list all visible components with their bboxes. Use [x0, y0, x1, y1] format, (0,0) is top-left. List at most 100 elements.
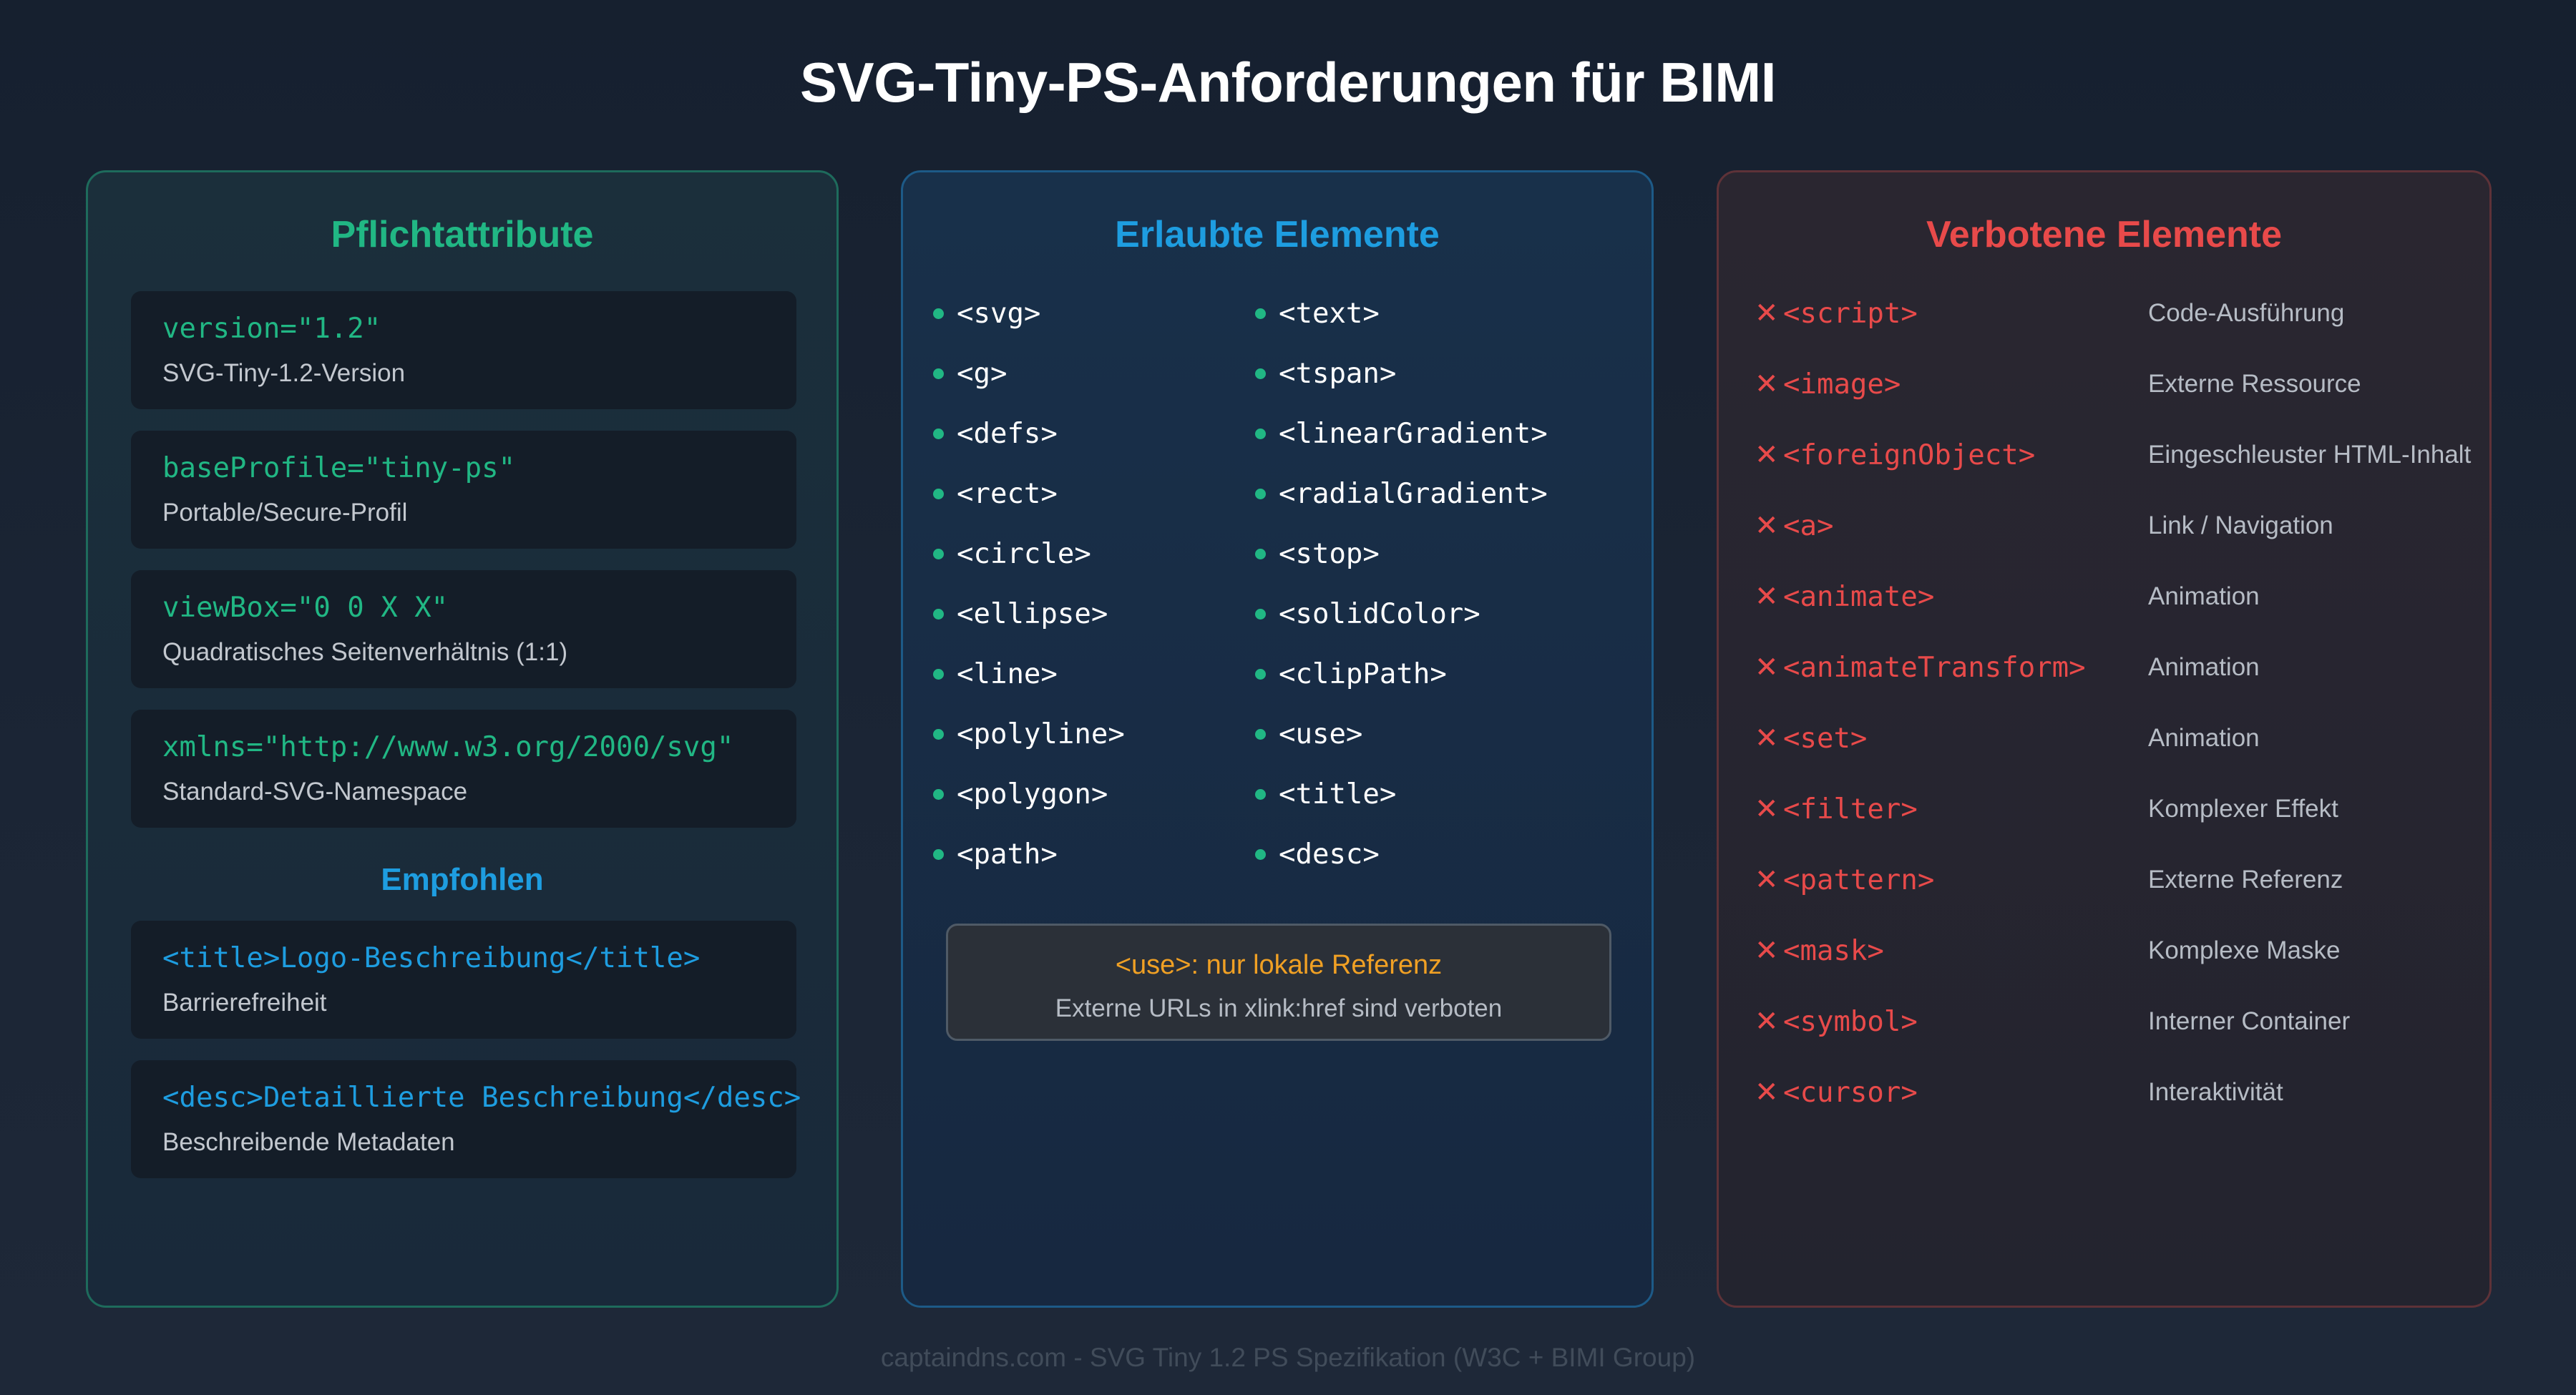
allowed-element: <polygon> [933, 773, 1108, 816]
forbidden-reason: Eingeschleuster HTML-Inhalt [2148, 441, 2472, 469]
element-name: <ellipse> [957, 597, 1108, 630]
forbidden-element-row: ✕ <filter> Komplexer Effekt [1755, 788, 2499, 831]
cross-icon: ✕ [1755, 1005, 1779, 1038]
cross-icon: ✕ [1755, 439, 1779, 471]
bullet-dot-icon [933, 848, 944, 860]
allowed-element: <line> [933, 652, 1058, 695]
required-attribute-card: version="1.2" SVG-Tiny-1.2-Version [131, 291, 796, 409]
attribute-description: SVG-Tiny-1.2-Version [162, 359, 406, 387]
bullet-dot-icon [1255, 848, 1266, 860]
element-name: <linearGradient> [1279, 417, 1548, 450]
forbidden-element-name: <a> [1783, 509, 1834, 542]
bullet-dot-icon [933, 368, 944, 379]
element-name: <text> [1279, 297, 1380, 330]
forbidden-reason: Animation [2148, 724, 2260, 752]
forbidden-element-row: ✕ <animate> Animation [1755, 575, 2499, 618]
cross-icon: ✕ [1755, 580, 1779, 613]
allowed-element: <polyline> [933, 713, 1125, 755]
element-description: Beschreibende Metadaten [162, 1128, 455, 1156]
bullet-dot-icon [933, 488, 944, 499]
allowed-element: <tspan> [1255, 352, 1396, 395]
forbidden-element-name: <symbol> [1783, 1005, 1918, 1038]
forbidden-element-name: <set> [1783, 722, 1868, 755]
attribute-code: version="1.2" [162, 313, 381, 345]
element-name: <solidColor> [1279, 597, 1480, 630]
allowed-element: <desc> [1255, 833, 1380, 876]
forbidden-element-name: <filter> [1783, 793, 1918, 826]
cross-icon: ✕ [1755, 863, 1779, 896]
note-title: <use>: nur lokale Referenz [1115, 950, 1443, 980]
bullet-dot-icon [933, 728, 944, 740]
recommended-element-card: <title>Logo-Beschreibung</title> Barrier… [131, 921, 796, 1039]
allowed-element: <clipPath> [1255, 652, 1447, 695]
forbidden-element-row: ✕ <symbol> Interner Container [1755, 1000, 2499, 1043]
element-description: Barrierefreiheit [162, 989, 327, 1017]
attribute-description: Portable/Secure-Profil [162, 499, 408, 527]
element-name: <clipPath> [1279, 657, 1447, 690]
element-name: <desc> [1279, 838, 1380, 871]
cross-icon: ✕ [1755, 793, 1779, 826]
bullet-dot-icon [933, 668, 944, 680]
forbidden-reason: Externe Referenz [2148, 866, 2343, 894]
bullet-dot-icon [1255, 368, 1266, 379]
cross-icon: ✕ [1755, 509, 1779, 542]
forbidden-elements-panel: Verbotene Elemente ✕ <script> Code-Ausführ… [1717, 170, 2492, 1308]
attribute-code: xmlns="http://www.w3.org/2000/svg" [162, 731, 734, 763]
bullet-dot-icon [1255, 308, 1266, 319]
bullet-dot-icon [1255, 668, 1266, 680]
forbidden-element-name: <pattern> [1783, 863, 1935, 896]
bullet-dot-icon [933, 608, 944, 620]
recommended-element-card: <desc>Detaillierte Beschreibung</desc> B… [131, 1060, 801, 1178]
allowed-element: <ellipse> [933, 592, 1108, 635]
element-name: <path> [957, 838, 1058, 871]
element-name: <g> [957, 357, 1008, 390]
allowed-element: <svg> [933, 292, 1040, 335]
forbidden-panel-title: Verbotene Elemente [1926, 214, 2283, 255]
forbidden-element-row: ✕ <a> Link / Navigation [1755, 504, 2499, 547]
element-name: <use> [1279, 718, 1363, 750]
required-attribute-card: baseProfile="tiny-ps" Portable/Secure-Pr… [131, 431, 796, 549]
allowed-element: <g> [933, 352, 1007, 395]
forbidden-element-row: ✕ <cursor> Interaktivität [1755, 1071, 2499, 1114]
element-name: <polyline> [957, 718, 1125, 750]
forbidden-element-row: ✕ <animateTransform> Animation [1755, 646, 2499, 689]
bullet-dot-icon [933, 308, 944, 319]
allowed-element: <radialGradient> [1255, 472, 1548, 515]
cross-icon: ✕ [1755, 934, 1779, 967]
bullet-dot-icon [1255, 428, 1266, 439]
recommended-heading: Empfohlen [381, 862, 544, 897]
attribute-description: Quadratisches Seitenverhältnis (1:1) [162, 638, 568, 666]
forbidden-element-name: <animateTransform> [1783, 651, 2086, 684]
forbidden-element-row: ✕ <image> Externe Ressource [1755, 363, 2499, 406]
forbidden-element-name: <image> [1783, 368, 1901, 401]
required-attribute-card: viewBox="0 0 X X" Quadratisches Seitenve… [131, 570, 796, 688]
bullet-dot-icon [933, 428, 944, 439]
allowed-element: <rect> [933, 472, 1058, 515]
element-code: <title>Logo-Beschreibung</title> [162, 942, 701, 974]
bullet-dot-icon [933, 788, 944, 800]
element-name: <radialGradient> [1279, 477, 1548, 510]
attribute-description: Standard-SVG-Namespace [162, 778, 468, 806]
cross-icon: ✕ [1755, 368, 1779, 401]
allowed-panel-title: Erlaubte Elemente [1115, 214, 1440, 255]
bullet-dot-icon [1255, 728, 1266, 740]
allowed-element: <circle> [933, 532, 1091, 575]
element-name: <title> [1279, 778, 1397, 811]
forbidden-element-name: <mask> [1783, 934, 1884, 967]
forbidden-element-row: ✕ <mask> Komplexe Maske [1755, 929, 2499, 972]
element-name: <svg> [957, 297, 1041, 330]
allowed-element: <solidColor> [1255, 592, 1480, 635]
use-reference-note: <use>: nur lokale Referenz Externe URLs … [946, 924, 1611, 1041]
element-name: <defs> [957, 417, 1058, 450]
cross-icon: ✕ [1755, 297, 1779, 330]
allowed-element: <stop> [1255, 532, 1380, 575]
bullet-dot-icon [933, 548, 944, 559]
element-name: <rect> [957, 477, 1058, 510]
forbidden-element-name: <animate> [1783, 580, 1935, 613]
element-name: <circle> [957, 537, 1091, 570]
forbidden-reason: Link / Navigation [2148, 512, 2333, 539]
cross-icon: ✕ [1755, 1076, 1779, 1109]
note-text: Externe URLs in xlink:href sind verboten [1055, 994, 1503, 1022]
allowed-element: <path> [933, 833, 1058, 876]
required-attribute-card: xmlns="http://www.w3.org/2000/svg" Stand… [131, 710, 796, 828]
